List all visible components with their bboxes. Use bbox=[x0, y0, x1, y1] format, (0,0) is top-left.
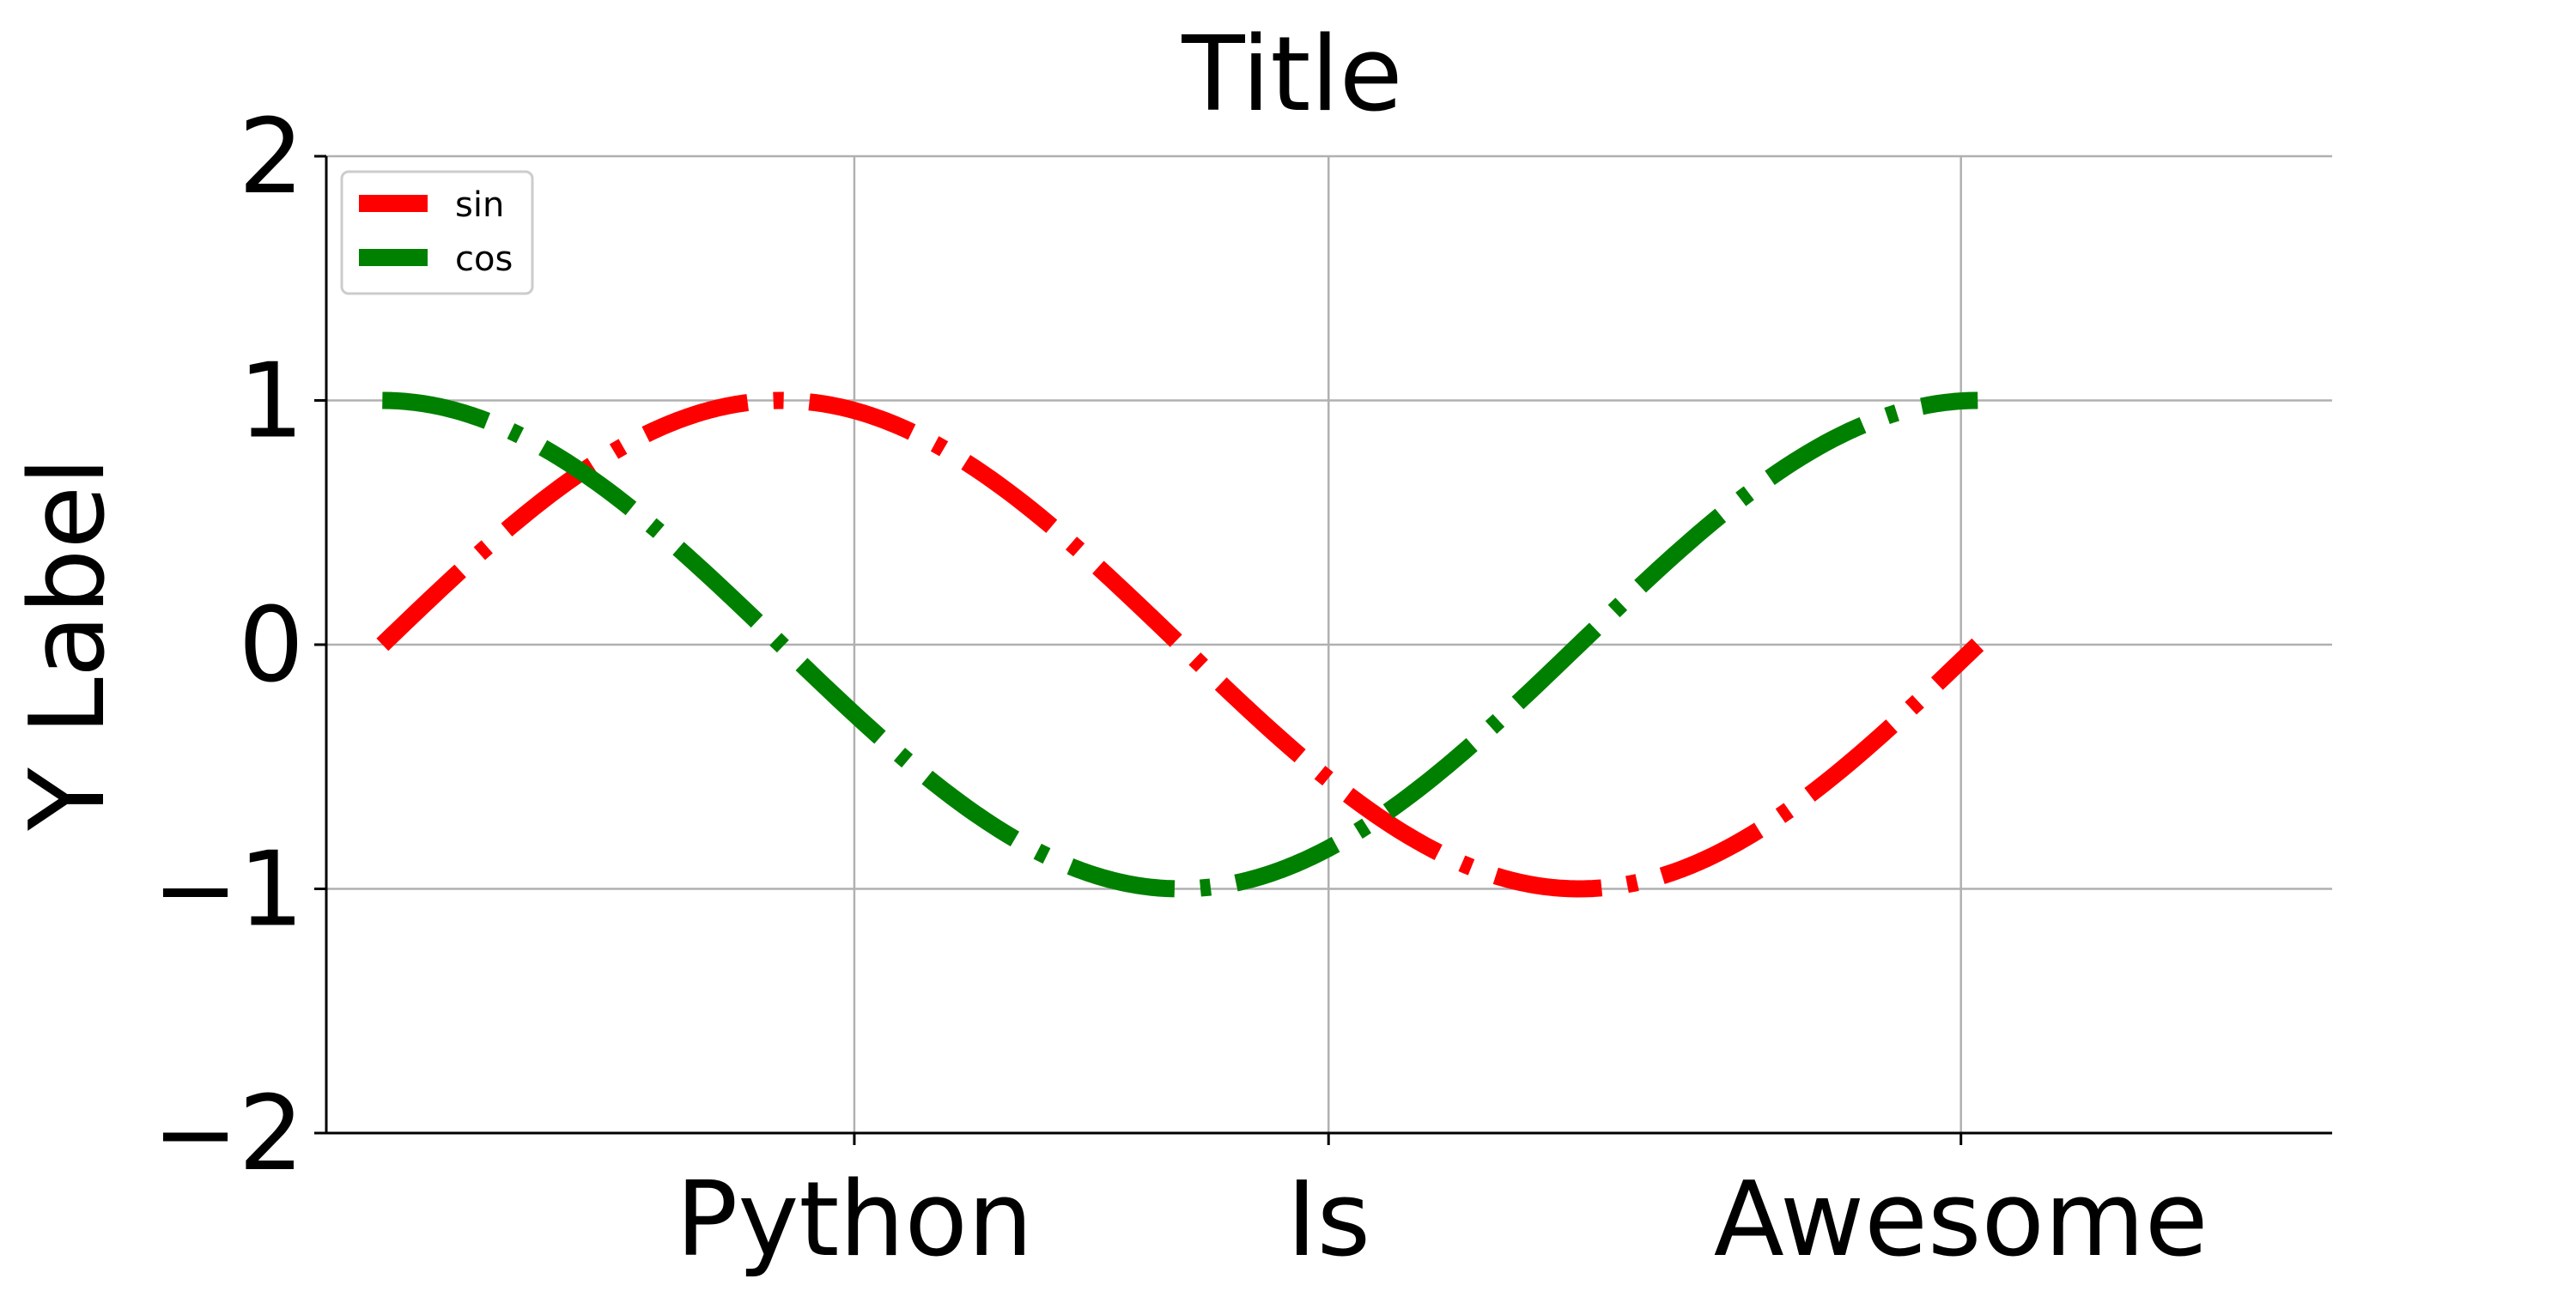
legend: sin cos bbox=[340, 170, 534, 295]
x-tick-label: Is bbox=[1286, 1161, 1370, 1280]
series-line-sin bbox=[376, 391, 1984, 898]
chart-title: Title bbox=[1181, 15, 1402, 135]
y-tick-label: 0 bbox=[239, 586, 304, 706]
grid-lines bbox=[326, 155, 2332, 1135]
y-tick-label: 2 bbox=[239, 98, 304, 217]
series-line-cos bbox=[381, 391, 1978, 898]
y-tick-label: −2 bbox=[152, 1075, 304, 1194]
x-tick-label: Python bbox=[676, 1161, 1033, 1280]
legend-label-cos: cos bbox=[455, 239, 513, 279]
y-axis-label: Y Label bbox=[9, 457, 128, 831]
y-tick-label: −1 bbox=[152, 831, 304, 950]
legend-label-sin: sin bbox=[455, 185, 504, 225]
y-tick-label: 1 bbox=[239, 342, 304, 462]
series-lines bbox=[376, 391, 1984, 898]
ticks: −2 −1 0 1 2 Python Is Awesome bbox=[152, 98, 2208, 1280]
x-tick-label: Awesome bbox=[1714, 1161, 2208, 1280]
